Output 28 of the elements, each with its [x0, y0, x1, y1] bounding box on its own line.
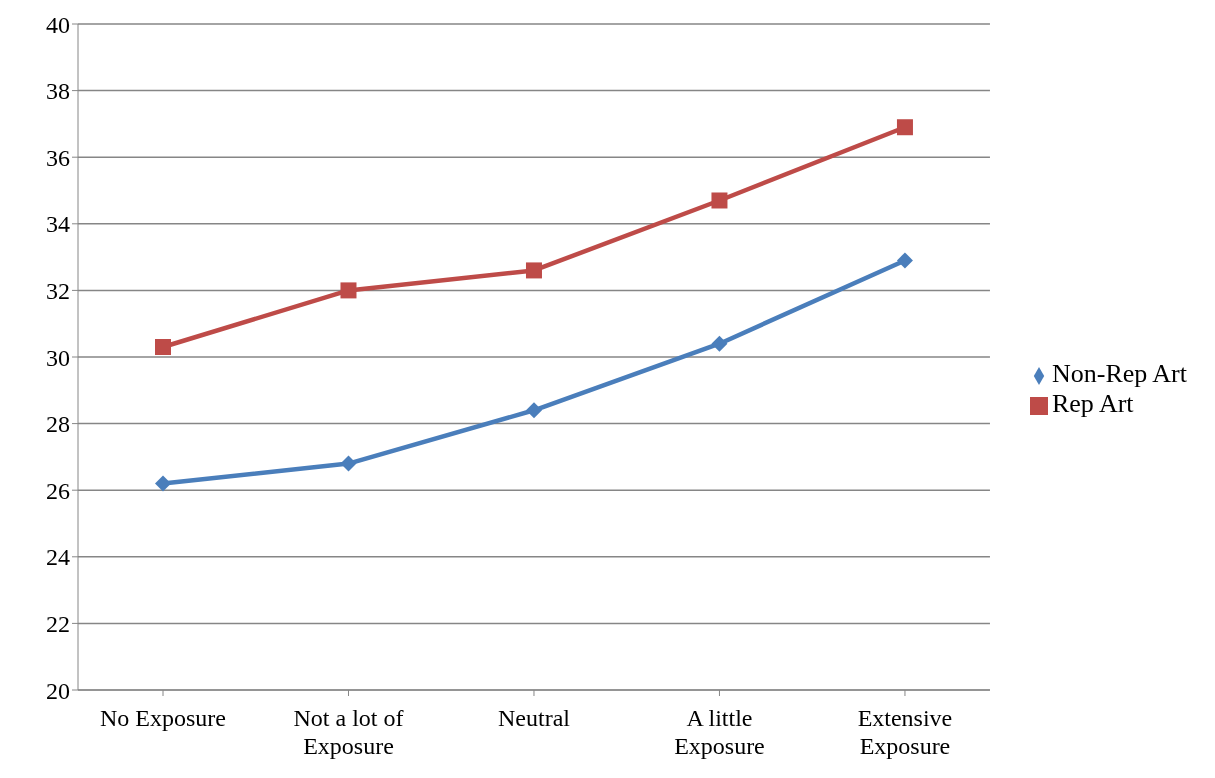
y-tick-label: 20 [46, 677, 70, 704]
point [340, 282, 357, 299]
y-tick-label: 30 [46, 344, 70, 371]
point [896, 119, 913, 136]
y-tick-label: 26 [46, 477, 70, 504]
x-tick-label: Extensive Exposure [857, 705, 953, 759]
point [155, 339, 171, 356]
legend-label: Non-Rep Art [1051, 359, 1187, 388]
y-tick-label: 34 [46, 211, 70, 238]
point [896, 252, 913, 269]
x-tick-label: No Exposure [100, 705, 226, 731]
point [525, 262, 542, 279]
point [340, 455, 357, 472]
y-tick-label: 32 [46, 277, 70, 304]
legend-label: Rep Art [1051, 389, 1134, 418]
y-tick-label: 22 [46, 610, 70, 637]
x-tick-label: Not a lot of Exposure [293, 705, 404, 759]
y-tick-label: 40 [46, 11, 70, 38]
y-tick-label: 24 [46, 544, 70, 571]
point [711, 335, 728, 352]
x-tick-label: Neutral [497, 705, 571, 731]
y-tick-label: 36 [46, 144, 70, 171]
point [155, 475, 171, 492]
y-tick-label: 38 [46, 78, 70, 105]
y-tick-label: 28 [46, 411, 70, 438]
point [525, 402, 542, 419]
x-tick-label: A little Exposure [674, 705, 765, 759]
point [711, 192, 728, 209]
